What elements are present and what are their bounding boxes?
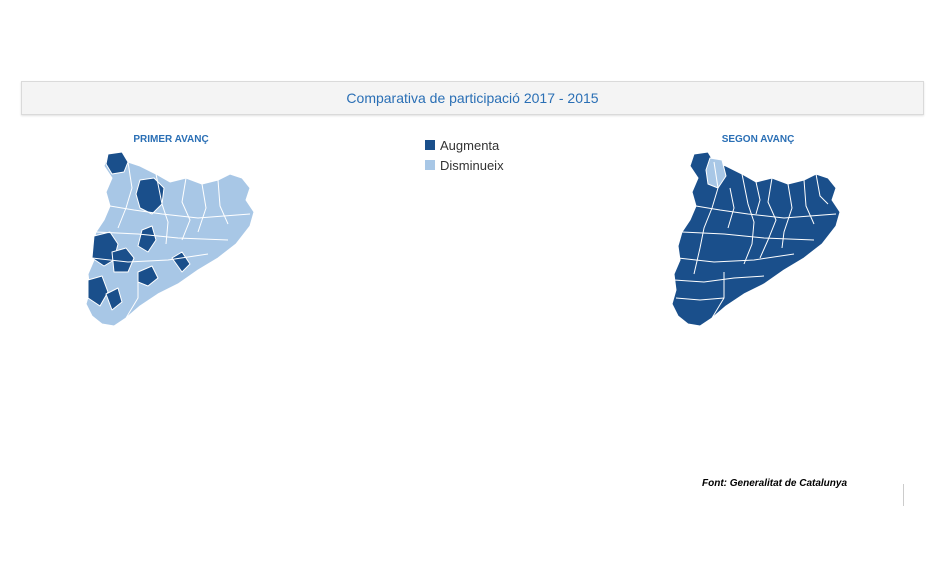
- legend-item-disminueix: Disminueix: [425, 156, 504, 174]
- map-segon-avanc: [671, 151, 841, 327]
- legend-swatch-disminueix: [425, 160, 435, 170]
- chart-header: Comparativa de participació 2017 - 2015: [21, 81, 924, 115]
- legend-swatch-augmenta: [425, 140, 435, 150]
- region-aran: [105, 151, 129, 175]
- legend-item-augmenta: Augmenta: [425, 136, 504, 154]
- legend-label-augmenta: Augmenta: [440, 137, 500, 153]
- region-baix-llobregat: [171, 251, 191, 273]
- map-title-primer-avanc: PRIMER AVANÇ: [133, 134, 209, 145]
- source-label: Font: Generalitat de Catalunya: [702, 478, 848, 489]
- region-pallars: [135, 177, 165, 215]
- legend-label-disminueix: Disminueix: [440, 157, 504, 173]
- legend: Augmenta Disminueix: [425, 136, 504, 176]
- catalonia-map-segon: [671, 151, 841, 327]
- region-baix-ebre: [87, 275, 109, 307]
- page-title: Comparativa de participació 2017 - 2015: [346, 90, 599, 106]
- region-segria: [111, 247, 135, 273]
- region-bages: [137, 225, 157, 253]
- region-ribera: [105, 287, 123, 311]
- catalonia-map-primer: [85, 151, 255, 327]
- map-title-segon-avanc: SEGON AVANÇ: [721, 134, 795, 145]
- divider: [903, 484, 904, 506]
- map-primer-avanc: [85, 151, 255, 327]
- inner-borders-primer: [91, 161, 251, 319]
- inner-borders-segon: [673, 161, 837, 319]
